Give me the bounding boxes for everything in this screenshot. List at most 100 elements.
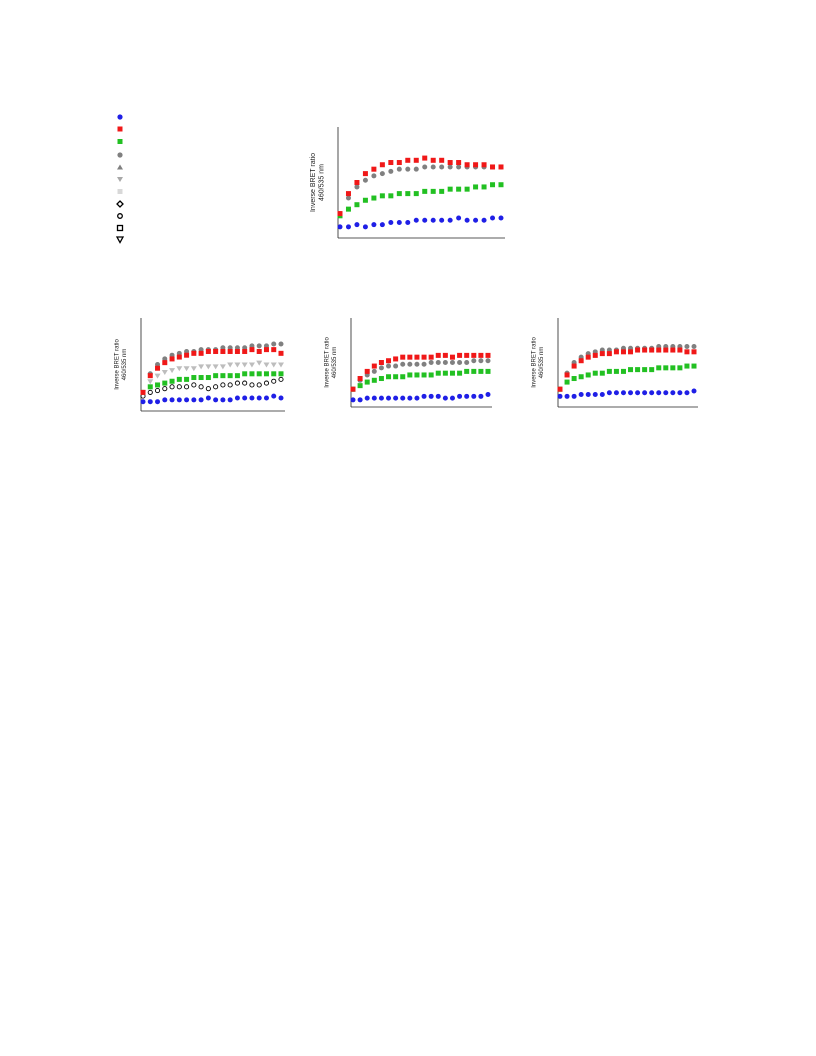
data-point xyxy=(242,348,248,354)
data-point xyxy=(278,395,284,401)
data-point xyxy=(270,362,277,368)
data-point xyxy=(256,360,263,366)
data-point xyxy=(464,217,470,223)
data-point xyxy=(620,368,626,374)
data-point xyxy=(670,365,676,371)
data-point xyxy=(456,215,462,221)
data-point xyxy=(337,224,343,230)
data-point xyxy=(422,217,428,223)
data-point xyxy=(278,371,284,377)
data-point xyxy=(371,377,377,383)
data-point xyxy=(642,367,648,373)
data-point xyxy=(278,376,284,382)
data-point xyxy=(464,368,470,374)
data-point xyxy=(677,365,683,371)
data-point xyxy=(388,219,394,225)
data-point xyxy=(585,392,591,398)
data-point xyxy=(613,349,619,355)
data-point xyxy=(378,365,384,371)
data-point xyxy=(670,347,676,353)
data-point xyxy=(449,360,455,365)
data-point xyxy=(663,365,669,371)
data-point xyxy=(371,395,377,401)
data-point xyxy=(557,393,563,399)
data-point xyxy=(378,376,384,382)
data-point xyxy=(405,166,411,172)
legend-symbol xyxy=(117,213,123,219)
data-point xyxy=(473,162,479,168)
data-point xyxy=(442,370,448,376)
data-point xyxy=(205,386,211,392)
data-point xyxy=(442,352,448,358)
data-point xyxy=(354,184,360,190)
data-point xyxy=(219,364,226,370)
data-point xyxy=(249,395,255,401)
data-point xyxy=(371,173,377,179)
data-point xyxy=(485,368,491,374)
data-point xyxy=(456,164,462,170)
data-point xyxy=(414,372,420,378)
data-point xyxy=(407,354,413,360)
data-point xyxy=(379,171,385,177)
data-point xyxy=(564,379,570,385)
data-point xyxy=(442,395,448,401)
data-point xyxy=(442,360,448,365)
data-point xyxy=(362,224,368,230)
data-point xyxy=(184,384,190,390)
data-point xyxy=(421,393,427,399)
data-point xyxy=(155,382,161,388)
data-point xyxy=(606,351,612,357)
data-point xyxy=(485,352,491,358)
data-point xyxy=(421,354,427,360)
data-point xyxy=(357,376,363,382)
data-point xyxy=(278,350,284,356)
data-point xyxy=(471,352,477,358)
data-point xyxy=(227,348,233,354)
data-point xyxy=(400,374,406,380)
data-point xyxy=(256,371,262,377)
data-point xyxy=(435,360,441,365)
data-point xyxy=(364,368,370,374)
data-point xyxy=(649,347,655,353)
data-point xyxy=(388,168,394,174)
data-point xyxy=(428,372,434,378)
data-point xyxy=(155,365,161,371)
data-point xyxy=(620,349,626,355)
data-point xyxy=(234,373,240,379)
data-point xyxy=(428,360,434,365)
data-point xyxy=(670,390,676,396)
data-point xyxy=(447,164,453,170)
data-point xyxy=(227,373,233,379)
data-point xyxy=(407,395,413,401)
data-point xyxy=(449,395,455,401)
data-point xyxy=(213,373,219,379)
data-point xyxy=(606,368,612,374)
data-point xyxy=(256,395,262,401)
data-point xyxy=(337,211,343,217)
data-point xyxy=(386,374,392,380)
data-point xyxy=(464,186,470,192)
data-point xyxy=(684,390,690,396)
data-point xyxy=(428,393,434,399)
data-point xyxy=(457,393,463,399)
data-point xyxy=(184,352,190,358)
data-point xyxy=(613,390,619,396)
data-point xyxy=(256,382,262,388)
data-point xyxy=(396,191,402,197)
data-point xyxy=(471,358,477,364)
data-point xyxy=(234,362,241,368)
data-point xyxy=(227,382,233,388)
data-point xyxy=(400,361,406,367)
data-point xyxy=(263,371,269,377)
data-point xyxy=(248,362,255,368)
data-point xyxy=(413,217,419,223)
data-point xyxy=(396,166,402,172)
data-point xyxy=(271,347,277,353)
data-point xyxy=(478,393,484,399)
data-point xyxy=(162,397,168,403)
data-point xyxy=(271,393,277,399)
data-point xyxy=(421,372,427,378)
data-point xyxy=(213,397,219,403)
data-point xyxy=(471,393,477,399)
data-point xyxy=(490,164,496,170)
